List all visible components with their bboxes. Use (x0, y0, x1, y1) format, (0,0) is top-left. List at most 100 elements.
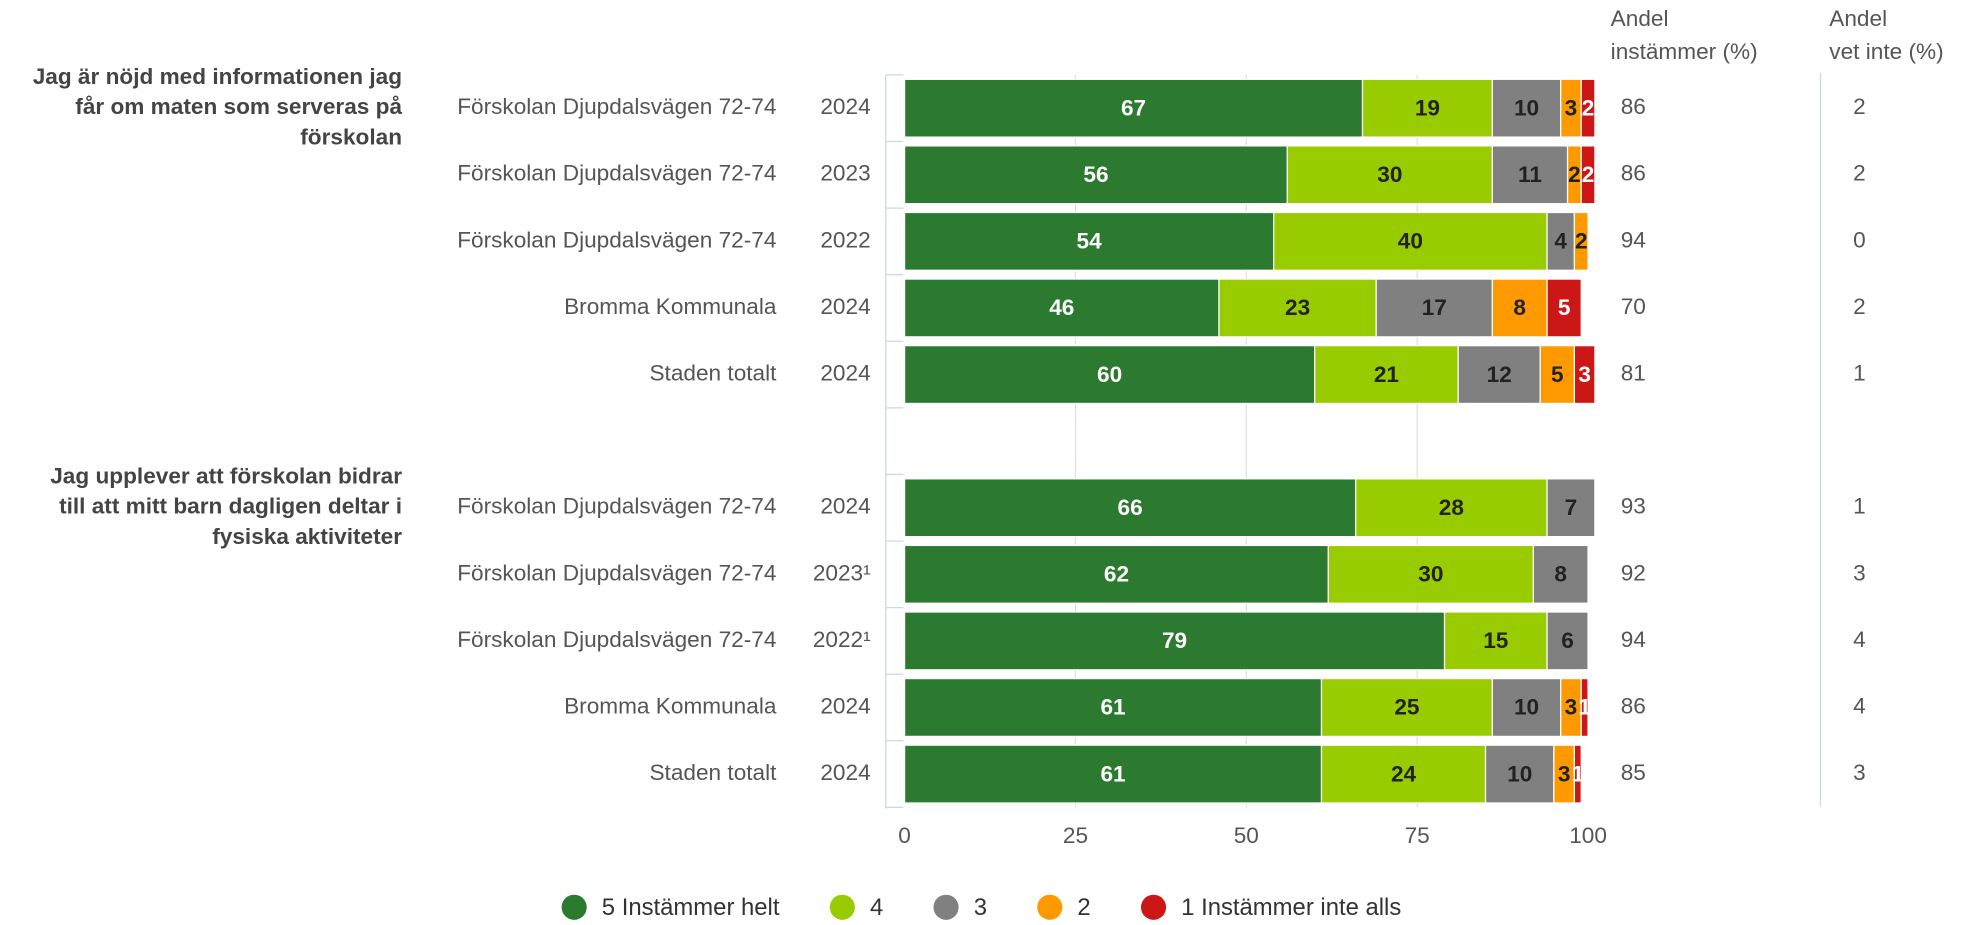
bar-segment (1491, 145, 1569, 205)
row-year: 2024 (820, 760, 870, 785)
group-label: fysiska aktiviteter (212, 524, 402, 549)
column-value: 86 (1621, 693, 1646, 718)
row-name: Bromma Kommunala (564, 693, 777, 718)
legend-label: 3 (974, 894, 987, 921)
data-label: 10 (1514, 695, 1539, 720)
data-label: 2 (1582, 162, 1595, 187)
legend-marker (1140, 894, 1167, 920)
row-name: Staden totalt (649, 361, 777, 386)
legend-marker (1037, 894, 1063, 920)
data-label: 0 (1589, 628, 1602, 653)
bar-segment (903, 211, 1275, 271)
data-label: 15 (1483, 628, 1508, 653)
data-label: 2 (1575, 229, 1588, 254)
bar-segment (1532, 544, 1589, 604)
bar-segment (1546, 211, 1576, 271)
group-label: får om maten som serveras på (75, 94, 402, 119)
column-header: instämmer (%) (1611, 39, 1758, 64)
data-label: 8 (1554, 562, 1567, 587)
bar-segment (903, 744, 1323, 804)
data-label: 54 (1077, 229, 1103, 254)
bar-segment (903, 677, 1323, 738)
bar-segment (1484, 744, 1555, 804)
bar-segment (1573, 211, 1589, 271)
data-label: 2 (1568, 162, 1581, 187)
column-value: 92 (1621, 560, 1646, 585)
bar-segment (903, 345, 1316, 405)
legend-marker (829, 894, 855, 920)
column-header: vet inte (%) (1829, 39, 1943, 64)
bar-segment (1573, 744, 1582, 804)
row-name: Bromma Kommunala (564, 294, 777, 319)
column-value: 3 (1853, 560, 1866, 585)
row-year: 2023 (820, 161, 870, 186)
column-value: 70 (1621, 294, 1646, 319)
data-label: 61 (1100, 761, 1125, 786)
x-tick-label: 75 (1405, 823, 1430, 848)
column-value: 2 (1853, 161, 1866, 186)
data-label: 11 (1518, 162, 1542, 187)
bar-segment (1355, 478, 1548, 538)
bar-segment (903, 544, 1329, 604)
bar-segment (1539, 345, 1576, 405)
row-year: 2024 (820, 693, 870, 718)
bar-segment (1443, 611, 1548, 671)
group-label: Jag upplever att förskolan bidrar (50, 464, 402, 489)
legend-label: 4 (870, 894, 883, 921)
bar-segment (903, 145, 1288, 205)
column-value: 85 (1621, 760, 1646, 785)
data-label: 10 (1514, 95, 1539, 120)
row-year: 2024 (820, 361, 870, 386)
data-label: 3 (1565, 95, 1578, 120)
data-label: 5 (1551, 362, 1564, 387)
row-year: 2023¹ (813, 560, 871, 585)
legend-label: 1 Instämmer inte alls (1181, 894, 1401, 921)
data-label: 10 (1507, 761, 1532, 786)
legend-marker (933, 894, 959, 920)
data-label: 1 (1572, 761, 1585, 786)
x-tick-label: 25 (1063, 823, 1088, 848)
data-label: 40 (1398, 229, 1423, 254)
data-label: 3 (1558, 761, 1571, 786)
column-value: 2 (1853, 94, 1866, 119)
data-label: 6 (1561, 628, 1574, 653)
data-label: 30 (1377, 162, 1402, 187)
row-name: Förskolan Djupdalsvägen 72-74 (457, 227, 776, 252)
row-name: Förskolan Djupdalsvägen 72-74 (457, 494, 776, 519)
column-value: 1 (1853, 361, 1866, 386)
bar-segment (1546, 611, 1589, 671)
data-label: 0 (1589, 562, 1602, 587)
x-tick-label: 100 (1569, 823, 1607, 848)
data-label: 79 (1162, 628, 1187, 653)
row-name: Förskolan Djupdalsvägen 72-74 (457, 161, 776, 186)
bar-segment (1546, 478, 1596, 538)
data-label: 5 (1558, 295, 1571, 320)
row-year: 2022 (820, 227, 870, 252)
column-value: 93 (1621, 494, 1646, 519)
row-name: Förskolan Djupdalsvägen 72-74 (457, 560, 776, 585)
data-label: 28 (1439, 495, 1464, 520)
row-name: Staden totalt (649, 760, 777, 785)
data-label: 24 (1391, 761, 1417, 786)
column-value: 4 (1853, 693, 1866, 718)
bar-segment (1327, 544, 1535, 604)
column-value: 4 (1853, 627, 1866, 652)
bar-segment (1457, 345, 1541, 405)
data-label: 60 (1097, 362, 1122, 387)
bar-segment (1320, 744, 1487, 804)
data-label: 25 (1394, 695, 1419, 720)
data-label: 3 (1565, 695, 1578, 720)
bar-segment (1286, 145, 1494, 205)
column-value: 2 (1853, 294, 1866, 319)
data-label: 4 (1554, 229, 1567, 254)
data-label: 21 (1374, 362, 1399, 387)
group-label: till att mitt barn dagligen deltar i (59, 494, 402, 519)
data-label: 46 (1049, 295, 1074, 320)
row-name: Förskolan Djupdalsvägen 72-74 (457, 94, 776, 119)
bar-segment (1320, 677, 1494, 738)
legend-label: 5 Instämmer helt (602, 894, 780, 921)
data-label: 56 (1083, 162, 1108, 187)
data-label: 19 (1415, 95, 1440, 120)
data-label: 30 (1418, 562, 1443, 587)
